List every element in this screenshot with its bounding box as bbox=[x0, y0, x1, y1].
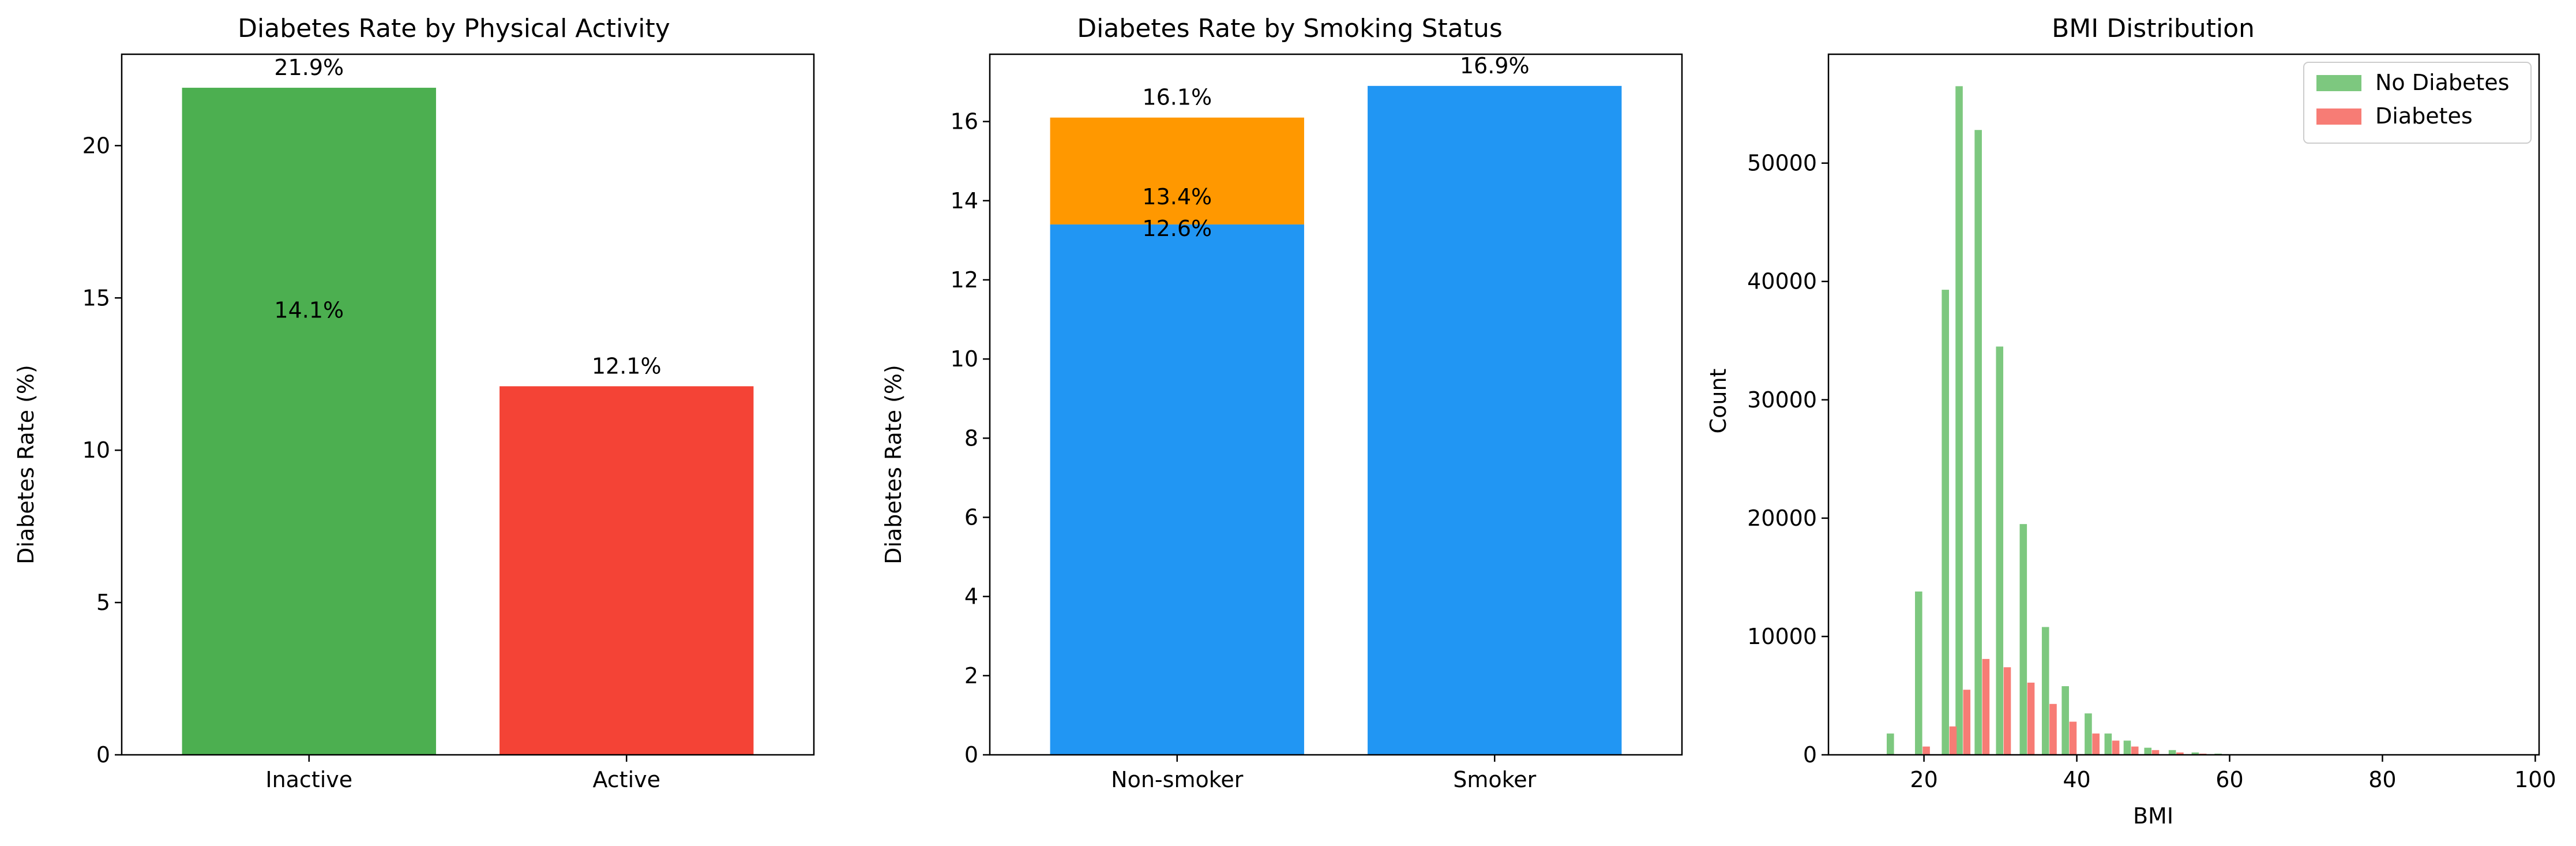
y-axis-label-smoking-status: Diabetes Rate (%) bbox=[881, 365, 906, 564]
bar-active bbox=[500, 386, 754, 755]
y-tick-label: 40000 bbox=[1747, 269, 1817, 294]
legend-swatch-diabetes bbox=[2316, 108, 2361, 125]
x-tick-label-non-smoker: Non-smoker bbox=[1111, 767, 1244, 792]
legend-bmi-distribution: No Diabetes Diabetes bbox=[2303, 62, 2532, 144]
bar-non-smoker-segment-0 bbox=[1050, 224, 1304, 755]
chart-title-smoking-status: Diabetes Rate by Smoking Status bbox=[1077, 14, 1503, 43]
x-tick-label-inactive: Inactive bbox=[265, 767, 352, 792]
histogram-bar-diabetes bbox=[2176, 752, 2184, 755]
y-tick-label: 0 bbox=[1803, 742, 1817, 768]
y-tick-label: 10 bbox=[951, 346, 978, 372]
panel-physical-activity: Diabetes Rate by Physical Activity Diabe… bbox=[13, 14, 815, 792]
histogram-bar-diabetes bbox=[2049, 703, 2057, 755]
histogram-bar-no-diabetes bbox=[1915, 592, 1922, 755]
histogram-bar-diabetes bbox=[2092, 733, 2100, 755]
axes-frame bbox=[1827, 53, 2540, 756]
data-label-smoker: 16.9% bbox=[1460, 53, 1530, 78]
bar-inactive bbox=[182, 88, 436, 755]
histogram-bar-no-diabetes bbox=[2191, 752, 2199, 755]
histogram-bar-no-diabetes bbox=[1996, 346, 2004, 755]
legend-label-no-diabetes: No Diabetes bbox=[2375, 70, 2509, 95]
annotation-label: 13.4% bbox=[1142, 184, 1212, 209]
y-tick-label: 30000 bbox=[1747, 387, 1817, 413]
y-tick-label: 6 bbox=[964, 504, 978, 530]
histogram-bar-no-diabetes bbox=[1887, 733, 1894, 755]
annotation-label: 14.1% bbox=[274, 297, 344, 323]
y-tick-label: 0 bbox=[96, 742, 110, 768]
histogram-bar-no-diabetes bbox=[2041, 627, 2049, 755]
histogram-bar-no-diabetes bbox=[2123, 740, 2131, 755]
y-tick-label: 0 bbox=[964, 742, 978, 768]
y-tick-label: 10 bbox=[82, 437, 110, 463]
y-tick-label: 12 bbox=[951, 267, 978, 293]
histogram-bar-diabetes bbox=[2112, 740, 2120, 755]
histogram-bar-diabetes bbox=[2003, 667, 2011, 755]
plot-area-smoking-status: 16.1% 16.9% 13.4% 12.6% 0 2 4 6 8 10 12 14 16 Non-smo… bbox=[951, 53, 1683, 792]
histogram-bar-no-diabetes bbox=[2104, 733, 2112, 755]
y-axis-label-physical-activity: Diabetes Rate (%) bbox=[13, 365, 39, 564]
y-axis-label-bmi-distribution: Count bbox=[1706, 369, 1731, 434]
y-tick-label: 2 bbox=[964, 663, 978, 688]
histogram-bar-no-diabetes bbox=[1942, 290, 1949, 755]
histogram-bar-no-diabetes bbox=[2061, 686, 2069, 755]
histogram-bar-no-diabetes bbox=[1974, 130, 1982, 755]
plot-area-bmi-distribution: 0 10000 20000 30000 40000 50000 20 40 60 80 100 bbox=[1747, 53, 2556, 792]
annotation-label: 12.6% bbox=[1142, 216, 1212, 241]
x-tick-label-smoker: Smoker bbox=[1453, 767, 1536, 792]
y-tick-label: 8 bbox=[964, 425, 978, 451]
histogram-bar-diabetes bbox=[1982, 658, 1990, 755]
y-tick-label: 50000 bbox=[1747, 151, 1817, 176]
bar-smoker-segment-0 bbox=[1368, 85, 1622, 755]
y-tick-label: 16 bbox=[951, 109, 978, 134]
data-label-inactive: 21.9% bbox=[274, 55, 344, 80]
histogram-bar-no-diabetes bbox=[2019, 524, 2027, 755]
plot-area-physical-activity: 21.9% 12.1% 14.1% 0 5 10 15 20 Inactive Active bbox=[82, 53, 815, 792]
y-tick-label: 20 bbox=[82, 133, 110, 158]
y-tick-label: 5 bbox=[96, 590, 110, 615]
y-tick-label: 4 bbox=[964, 584, 978, 609]
axes-frame bbox=[121, 53, 815, 756]
histogram-bar-diabetes bbox=[1949, 726, 1957, 755]
x-tick-label: 80 bbox=[2368, 767, 2396, 792]
y-tick-label: 20000 bbox=[1747, 506, 1817, 531]
y-tick-label: 14 bbox=[951, 188, 978, 214]
histogram-bar-diabetes bbox=[2131, 746, 2139, 755]
panel-smoking-status: Diabetes Rate by Smoking Status Diabetes… bbox=[881, 14, 1683, 792]
chart-title-physical-activity: Diabetes Rate by Physical Activity bbox=[238, 14, 670, 43]
data-label-non-smoker: 16.1% bbox=[1142, 85, 1212, 110]
chart-title-bmi-distribution: BMI Distribution bbox=[2052, 14, 2255, 43]
histogram-bar-diabetes bbox=[2151, 750, 2160, 755]
panel-bmi-distribution: BMI Distribution Count BMI 0 10000 20000 30… bbox=[1706, 14, 2556, 829]
x-tick-label: 60 bbox=[2215, 767, 2243, 792]
bar-non-smoker-segment-1 bbox=[1050, 117, 1304, 224]
legend-swatch-no-diabetes bbox=[2316, 75, 2361, 91]
x-tick-label: 40 bbox=[2063, 767, 2090, 792]
legend-label-diabetes: Diabetes bbox=[2375, 103, 2473, 129]
x-tick-label-active: Active bbox=[592, 767, 660, 792]
histogram-bar-diabetes bbox=[1922, 746, 1930, 755]
histogram-bar-no-diabetes bbox=[1955, 86, 1963, 755]
data-label-active: 12.1% bbox=[592, 353, 662, 379]
y-tick-label: 15 bbox=[82, 285, 110, 310]
histogram-bar-diabetes bbox=[1963, 690, 1971, 755]
histogram-bar-diabetes bbox=[2027, 682, 2035, 755]
histogram-bar-no-diabetes bbox=[2085, 713, 2092, 755]
histogram-bar-diabetes bbox=[2069, 721, 2077, 755]
axes-frame bbox=[989, 53, 1683, 756]
histogram-bar-no-diabetes bbox=[2144, 747, 2152, 755]
histogram-bar-no-diabetes bbox=[2168, 750, 2176, 755]
x-axis-label-bmi-distribution: BMI bbox=[2133, 803, 2173, 829]
x-tick-label: 100 bbox=[2514, 767, 2556, 792]
y-tick-label: 10000 bbox=[1747, 624, 1817, 649]
x-tick-label: 20 bbox=[1910, 767, 1937, 792]
